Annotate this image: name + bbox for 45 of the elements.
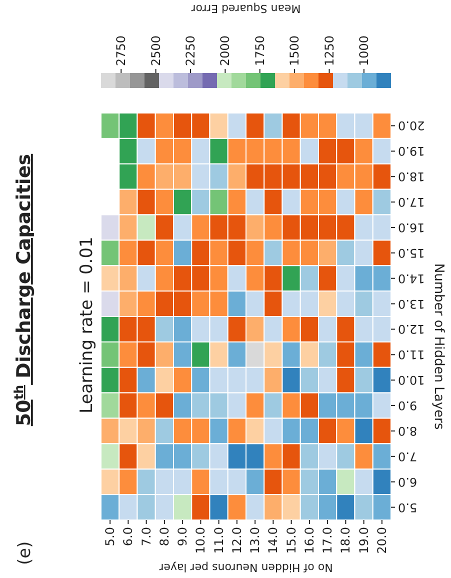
y-axis-title: Number of Hidden Layers — [431, 263, 446, 430]
x-tick-label: 6.0 — [121, 527, 136, 546]
x-tick-label: 12.0 — [230, 527, 244, 554]
color-bar-label: 1000 — [356, 35, 371, 66]
y-tick-label: 8.0 — [398, 424, 418, 438]
text: (e) — [15, 541, 35, 565]
x-tick-label: 14.0 — [266, 527, 280, 554]
x-tick-label: 20.0 — [374, 527, 389, 554]
y-tick-label: 13.0 — [398, 296, 425, 311]
y-tick-label: 10.0 — [398, 373, 425, 388]
y-tick-label: 11.0 — [398, 348, 425, 362]
y-tick-label: 18.0 — [398, 170, 425, 184]
x-axis-title: No of Hidden Neurons per layer — [158, 561, 333, 574]
x-tick-label: 9.0 — [176, 527, 190, 546]
y-tick-label: 19.0 — [398, 144, 425, 158]
x-tick-label: 10.0 — [194, 527, 208, 554]
color-bar-label: 1250 — [322, 35, 336, 66]
color-bar-label: 1500 — [288, 35, 302, 66]
color-bar-label: 2750 — [114, 35, 128, 66]
y-tick-label: 17.0 — [398, 195, 425, 210]
x-tick-label: 5.0 — [103, 527, 118, 546]
y-tick-label: 15.0 — [398, 246, 425, 260]
x-tick-label: 11.0 — [212, 527, 226, 554]
y-tick-label: 16.0 — [398, 220, 425, 234]
x-tick-label: 17.0 — [320, 527, 335, 554]
color-bar-label: 2500 — [148, 35, 163, 66]
color-bar-label: 2000 — [218, 35, 232, 66]
y-tick-label: 9.0 — [398, 398, 418, 413]
x-tick-label: 16.0 — [302, 527, 316, 554]
color-bar-label: 2250 — [184, 35, 198, 66]
x-tick-label: 13.0 — [248, 527, 262, 554]
x-tick-label: 18.0 — [338, 527, 353, 554]
x-tick-label: 8.0 — [157, 527, 172, 546]
color-bar-label: 1750 — [252, 35, 267, 66]
y-tick-label: 5.0 — [398, 500, 418, 514]
y-tick-label: 6.0 — [398, 474, 418, 489]
y-tick-label: 7.0 — [398, 449, 418, 464]
y-tick-label: 20.0 — [398, 118, 425, 133]
x-tick-label: 7.0 — [139, 527, 154, 546]
x-tick-label: 15.0 — [284, 527, 298, 554]
y-tick-label: 12.0 — [398, 322, 425, 336]
y-tick-label: 14.0 — [398, 271, 425, 286]
color-bar-title: Mean Squared Error — [190, 2, 301, 15]
text: Learning rate = 0.01 — [77, 236, 97, 414]
x-tick-label: 19.0 — [356, 527, 371, 554]
